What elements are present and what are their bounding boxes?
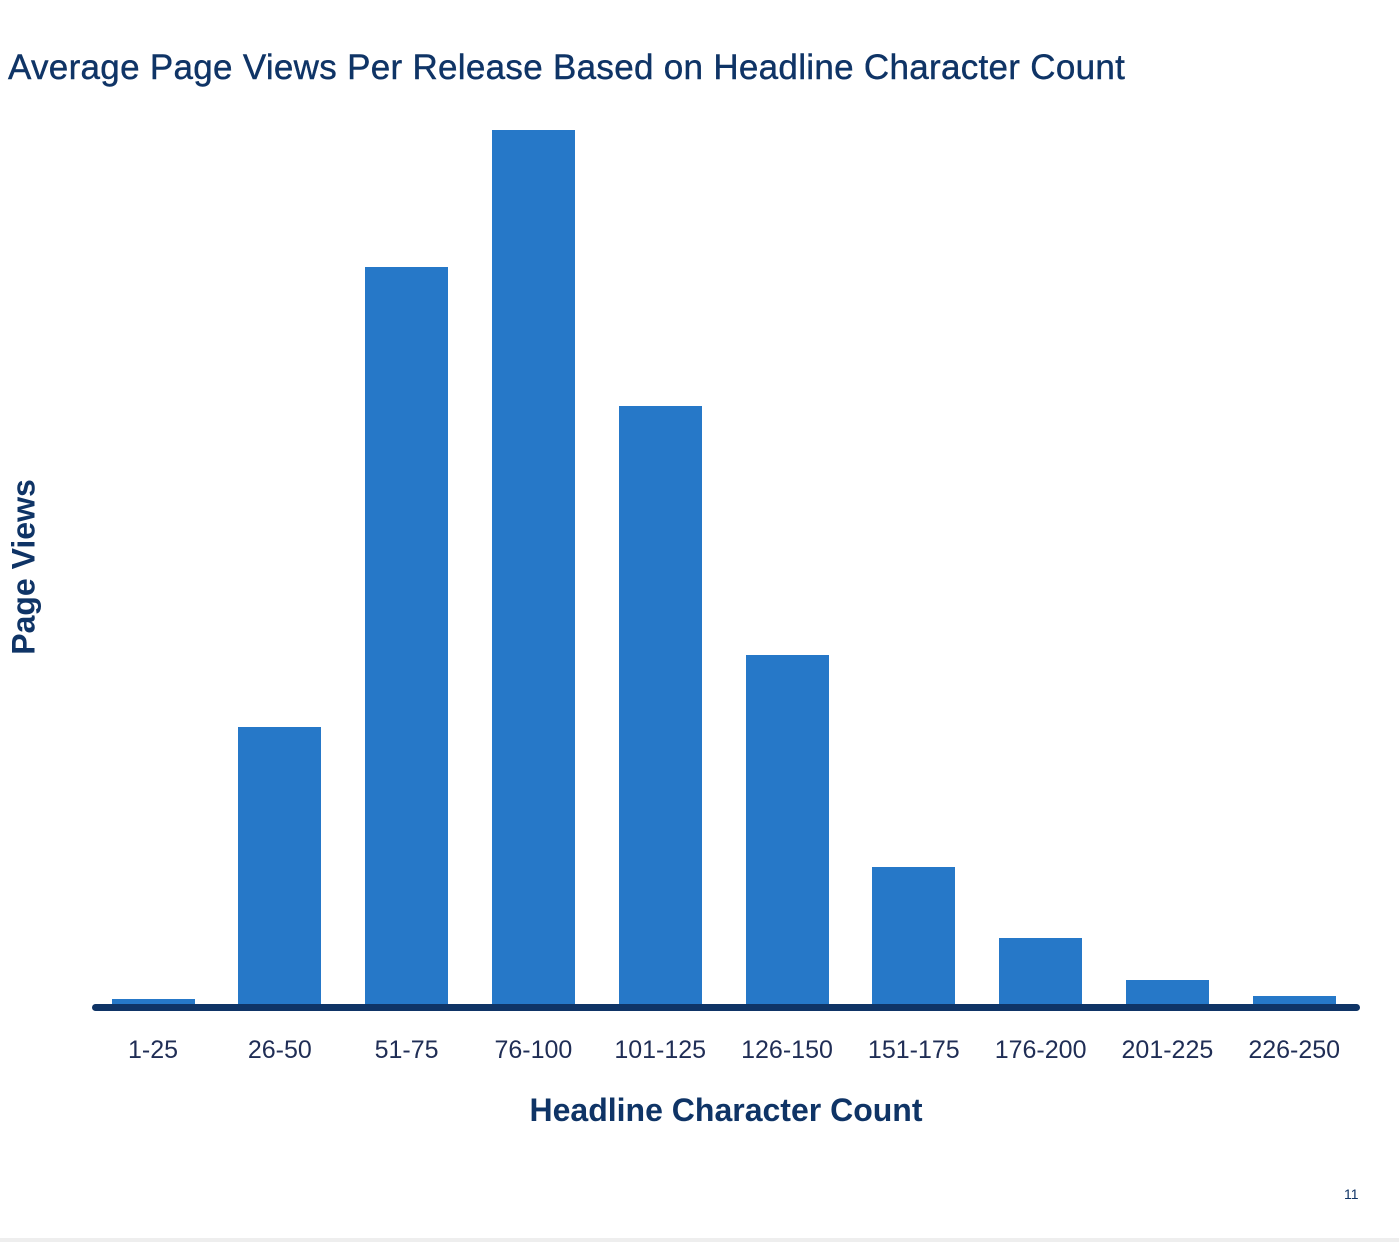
x-tick-label: 126-150	[741, 1036, 833, 1064]
x-axis-label: Headline Character Count	[529, 1092, 923, 1128]
plot-area: 0.8 31.8 84.4 100 68.5 40.1 15.9 7.8 3 1.1	[92, 100, 1360, 1006]
x-tick-label: 51-75	[374, 1036, 439, 1064]
bar-176-200: 7.8	[999, 937, 1083, 1006]
x-tick-label: 201-225	[1121, 1036, 1214, 1064]
footer-divider	[0, 1238, 1399, 1242]
x-axis-line	[92, 1004, 1360, 1011]
x-tick-label: 151-175	[867, 1036, 960, 1064]
bar-101-125: 68.5	[618, 405, 702, 1006]
x-tick-label: 1-25	[127, 1036, 179, 1064]
x-tick-label: 101-125	[614, 1036, 707, 1064]
bar-226-250: 1.1	[1252, 996, 1336, 1006]
x-tick-label: 176-200	[994, 1036, 1087, 1064]
x-tick-label: 76-100	[494, 1036, 573, 1064]
bar-1-25: 0.8	[111, 999, 195, 1006]
y-axis-label: Page Views	[5, 479, 42, 655]
bar-76-100: 100	[491, 130, 575, 1006]
x-tick-label: 226-250	[1248, 1036, 1341, 1064]
bar-151-175: 15.9	[872, 866, 956, 1006]
bar-201-225: 3	[1125, 979, 1209, 1006]
x-tick-label: 26-50	[247, 1036, 312, 1064]
bar-26-50: 31.8	[238, 727, 322, 1006]
bar-51-75: 84.4	[365, 266, 449, 1006]
page-number: 11	[1344, 1186, 1359, 1202]
chart-title: Average Page Views Per Release Based on …	[8, 48, 1126, 87]
bar-126-150: 40.1	[745, 654, 829, 1006]
